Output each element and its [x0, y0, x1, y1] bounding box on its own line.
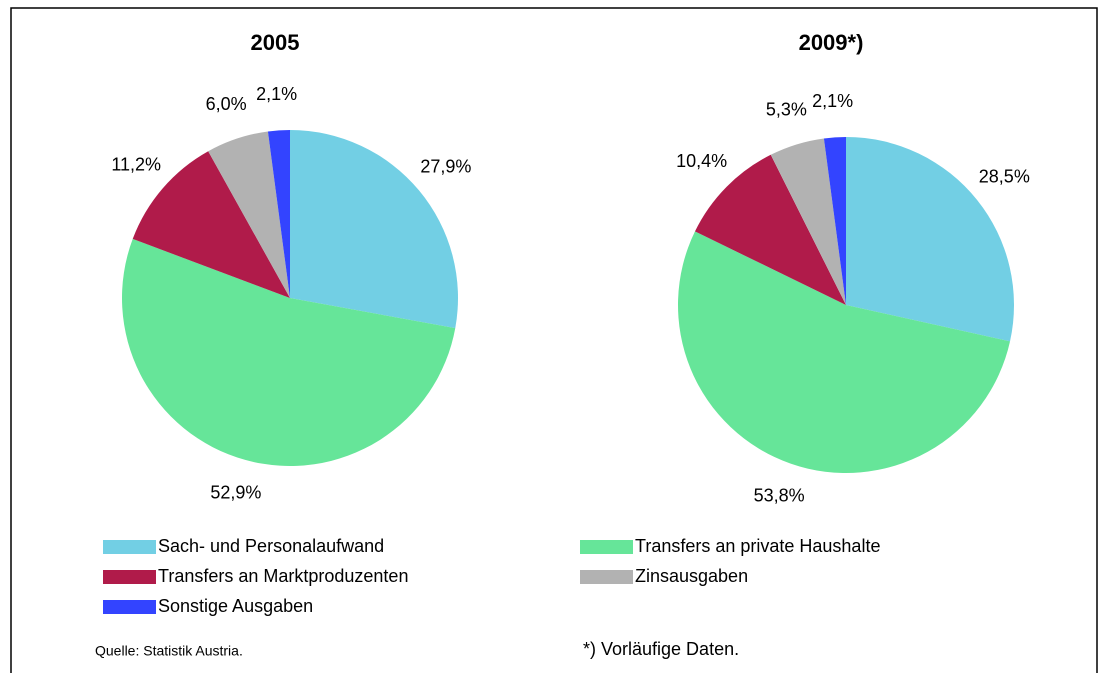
- data-label: 10,4%: [676, 151, 727, 171]
- pie-slice: [267, 130, 290, 298]
- legend-swatch: [103, 540, 156, 554]
- pie-slice: [823, 137, 846, 305]
- pie-slice: [846, 137, 1014, 342]
- note: *) Vorläufige Daten.: [583, 639, 739, 659]
- legend-label: Transfers an private Haushalte: [635, 536, 880, 556]
- pie-slice: [290, 130, 458, 329]
- data-label: 52,9%: [210, 482, 261, 502]
- pie-slice: [208, 131, 290, 298]
- data-label: 6,0%: [206, 94, 247, 114]
- legend-swatch: [103, 600, 156, 614]
- legend-swatch: [580, 570, 633, 584]
- legend-label: Sonstige Ausgaben: [158, 596, 313, 616]
- data-label: 53,8%: [754, 485, 805, 505]
- legend-label: Zinsausgaben: [635, 566, 748, 586]
- pie-slice: [132, 151, 290, 298]
- pie-slice: [694, 154, 846, 305]
- data-label: 2,1%: [256, 84, 297, 104]
- pie-slice: [678, 231, 1011, 473]
- data-label: 5,3%: [766, 100, 807, 120]
- chart-title: 2009*): [799, 30, 864, 55]
- data-label: 27,9%: [420, 157, 471, 177]
- legend-swatch: [580, 540, 633, 554]
- pie-slice: [770, 138, 846, 305]
- legend-swatch: [103, 570, 156, 584]
- legend-label: Sach- und Personalaufwand: [158, 536, 384, 556]
- source: Quelle: Statistik Austria.: [95, 643, 243, 659]
- data-label: 28,5%: [979, 167, 1030, 187]
- chart-title: 2005: [251, 30, 300, 55]
- data-label: 2,1%: [812, 91, 853, 111]
- frame: [10, 7, 1098, 673]
- pie-slice: [122, 238, 456, 466]
- data-label: 11,2%: [111, 154, 161, 174]
- legend-label: Transfers an Marktproduzenten: [158, 566, 408, 586]
